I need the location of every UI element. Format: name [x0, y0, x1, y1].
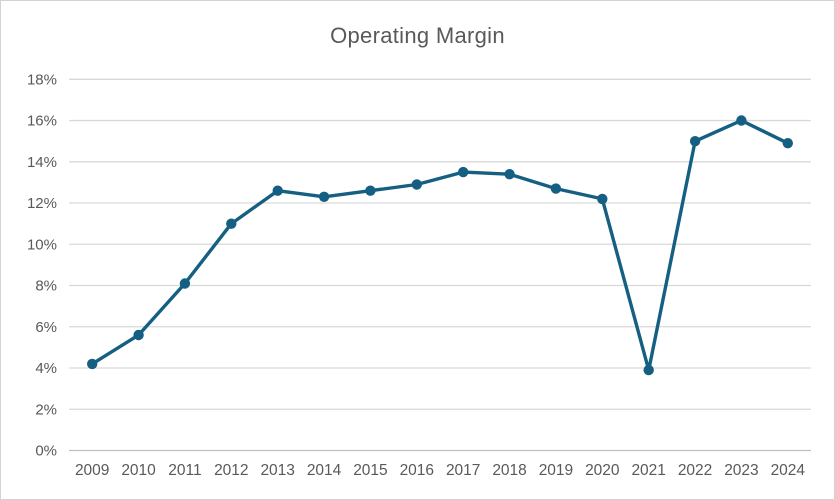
x-tick-label: 2020 [585, 462, 620, 479]
data-point-marker [318, 191, 330, 202]
y-tick-label: 18% [27, 71, 57, 88]
x-tick-label: 2012 [214, 462, 248, 479]
x-tick-label: 2015 [353, 462, 387, 479]
data-point-marker [736, 115, 747, 126]
data-point-marker [133, 329, 144, 341]
data-point-marker [365, 185, 376, 196]
y-tick-label: 16% [27, 113, 57, 130]
y-tick-label: 8% [35, 278, 57, 295]
y-tick-label: 10% [27, 236, 57, 253]
chart-title: Operating Margin [330, 23, 505, 48]
data-point-marker [643, 364, 654, 376]
x-tick-label: 2022 [678, 462, 712, 479]
y-tick-label: 12% [27, 195, 57, 212]
x-tick-label: 2024 [771, 462, 806, 479]
y-tick-label: 4% [35, 360, 57, 377]
data-point-marker [782, 138, 793, 149]
data-point-marker [689, 136, 701, 147]
data-point-marker [597, 193, 608, 205]
data-point-marker [504, 169, 515, 180]
x-tick-label: 2016 [400, 462, 434, 479]
x-tick-label: 2009 [75, 462, 109, 479]
data-point-marker [87, 358, 98, 370]
y-tick-label: 0% [35, 443, 57, 460]
x-tick-label: 2017 [446, 462, 480, 479]
y-tick-label: 6% [35, 319, 57, 336]
x-tick-label: 2013 [260, 462, 294, 479]
data-point-marker [411, 179, 422, 190]
data-point-marker [550, 183, 562, 194]
x-tick-label: 2018 [492, 462, 526, 479]
data-point-marker [226, 218, 237, 229]
x-tick-label: 2019 [539, 462, 573, 479]
data-point-marker [458, 166, 469, 178]
x-tick-label: 2021 [631, 462, 665, 479]
series-line [90, 118, 790, 372]
x-tick-label: 2010 [121, 462, 156, 479]
y-tick-label: 2% [35, 401, 57, 418]
data-point-marker [272, 185, 283, 196]
x-tick-label: 2023 [724, 462, 758, 479]
x-tick-label: 2011 [168, 462, 201, 479]
y-tick-label: 14% [27, 154, 57, 171]
x-tick-label: 2014 [307, 462, 342, 479]
data-point-marker [179, 278, 191, 289]
